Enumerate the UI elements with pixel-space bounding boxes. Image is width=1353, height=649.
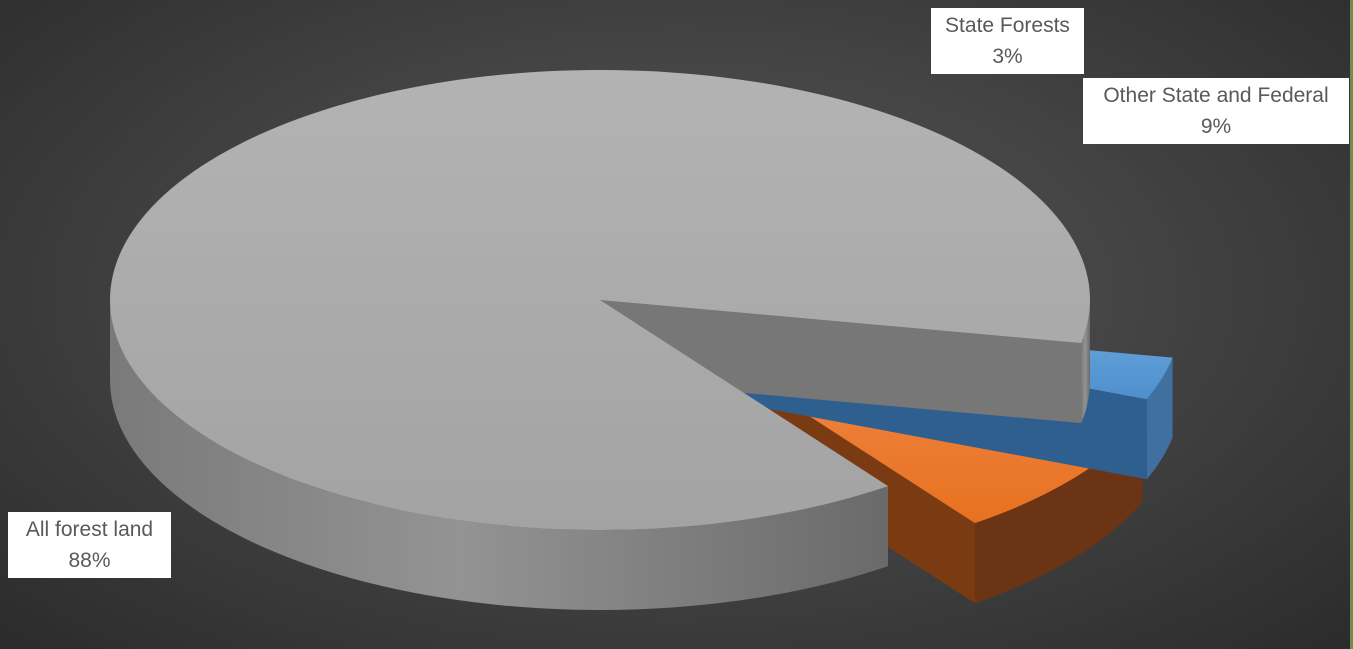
frame-edge xyxy=(1350,0,1353,649)
slice-side-all-forest-land-1 xyxy=(1081,300,1090,424)
slice-label-percent: 88% xyxy=(68,549,111,572)
data-label-all-forest-land: All forest land 88% xyxy=(8,512,171,578)
data-label-state-forests: State Forests 3% xyxy=(931,8,1084,74)
slice-label-name: Other State and Federal xyxy=(1103,84,1329,107)
slice-side-all-forest-land-0 xyxy=(110,300,889,610)
slice-label-name: State Forests xyxy=(945,14,1070,37)
slice-label-percent: 9% xyxy=(1200,115,1232,138)
slice-label-name: All forest land xyxy=(25,518,154,541)
slice-cut-face-all-forest-land-1 xyxy=(600,300,1082,424)
data-label-other-state-and-federal: Other State and Federal 9% xyxy=(1083,78,1349,144)
slice-side-state-forests-0 xyxy=(1146,357,1173,480)
slice-label-percent: 3% xyxy=(992,45,1023,68)
pie-slice-all-forest-land xyxy=(110,69,1091,530)
